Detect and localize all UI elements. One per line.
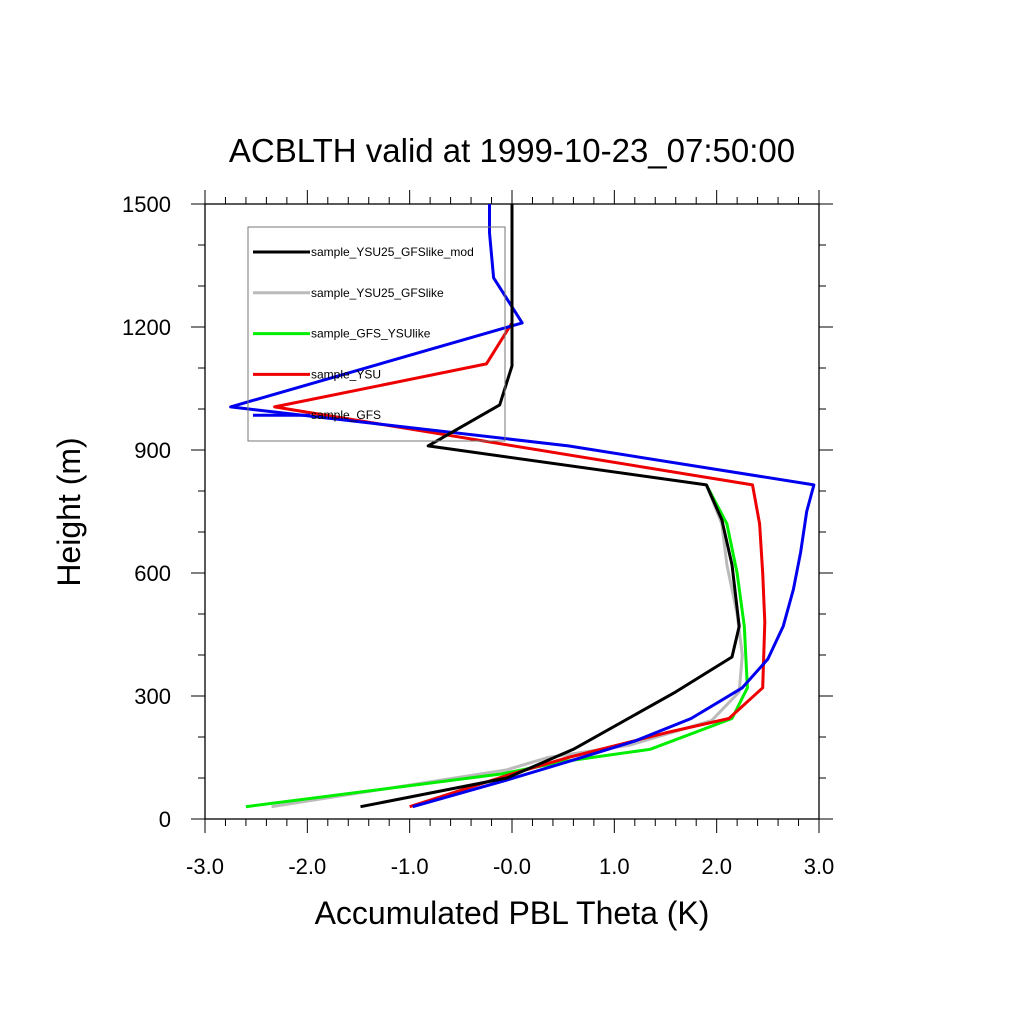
- y-tick-label: 900: [134, 438, 171, 463]
- plot-area: -3.0 -2.0 -1.0 -0.0 1.0 2.0 3.0 0 300 600 900 1200 1…: [122, 190, 834, 879]
- x-tick-label: -3.0: [186, 854, 224, 879]
- series-line-sample_YSU25_GFSlike_mod: [360, 204, 741, 809]
- legend-label: sample_GFS: [311, 408, 381, 422]
- y-axis-title: Height (m): [51, 437, 87, 586]
- series-line-sample_GFS_YSUlike: [245, 484, 749, 809]
- x-tick-label: 3.0: [804, 854, 835, 879]
- legend-label: sample_GFS_YSUlike: [311, 327, 431, 341]
- y-tick-label: 600: [134, 561, 171, 586]
- y-tick-label: 1500: [122, 192, 171, 217]
- x-tick-label: -1.0: [391, 854, 429, 879]
- series-line-sample_YSU: [273, 322, 767, 809]
- legend-label: sample_YSU25_GFSlike: [311, 286, 444, 300]
- x-tick-label: -2.0: [288, 854, 326, 879]
- x-tick-label: -0.0: [493, 854, 531, 879]
- x-axis-title: Accumulated PBL Theta (K): [315, 895, 710, 931]
- x-tick-label: 1.0: [599, 854, 630, 879]
- legend-box: [247, 226, 506, 442]
- legend-label: sample_YSU25_GFSlike_mod: [311, 245, 474, 259]
- series-line-sample_YSU25_GFSlike: [271, 484, 744, 809]
- x-tick-label: 2.0: [701, 854, 732, 879]
- y-tick-label: 1200: [122, 315, 171, 340]
- chart-title: ACBLTH valid at 1999-10-23_07:50:00: [229, 132, 795, 169]
- series-line-sample_GFS: [229, 204, 816, 809]
- y-tick-label: 0: [159, 807, 171, 832]
- y-tick-label: 300: [134, 684, 171, 709]
- legend-label: sample_YSU: [311, 367, 381, 381]
